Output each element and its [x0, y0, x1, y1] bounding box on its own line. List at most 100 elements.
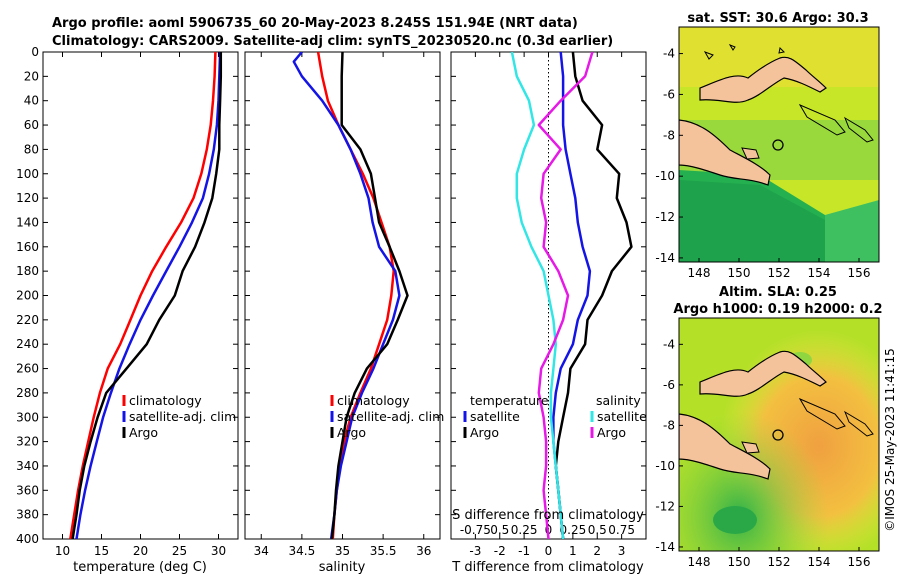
- temperature-legend: climatology satellite-adj. clim Argo: [122, 393, 236, 440]
- s-diff-tick-label: 0.5: [490, 523, 509, 537]
- y-tick-label: 200: [16, 289, 39, 303]
- s-diff-tick-label: -0.75: [460, 523, 491, 537]
- y-tick-label: 40: [24, 94, 39, 108]
- series-temperature-satellite: [552, 52, 592, 539]
- y-tick-label: 60: [24, 118, 39, 132]
- map-y-tick-label: -4: [663, 47, 675, 61]
- argo-position-marker: [772, 139, 784, 151]
- land-sst: [679, 43, 874, 186]
- map-y-tick-label: -6: [663, 87, 675, 101]
- title-line-1: Argo profile: aoml 5906735_60 20-May-202…: [52, 16, 578, 31]
- sla-map-axes: 148 150 152 154 156 -4 -6 -8 -10 -12 -14: [655, 337, 870, 569]
- temperature-plot: 10 15 20 25 30020406080100120140160180200220…: [16, 45, 238, 558]
- y-tick-label: 260: [16, 362, 39, 376]
- sla-map-title-2: Argo h1000: 0.19 h2000: 0.2: [673, 302, 882, 317]
- imos-timestamp: ©IMOS 25-May-2023 11:41:15: [883, 348, 897, 532]
- difference-plot: -3 -2 -1 0 1 2 3-0.75 0.5 0.25 0 0.25 0.5 0.75: [451, 51, 646, 558]
- y-tick-label: 80: [24, 142, 39, 156]
- map-y-tick-label: -4: [663, 337, 675, 351]
- legend-satellite: satellite-adj. clim: [129, 409, 236, 424]
- argo-position-marker: [772, 429, 784, 441]
- land-island: [741, 147, 760, 160]
- s-diff-tick-label: 0.25: [560, 523, 587, 537]
- y-tick-label: 20: [24, 69, 39, 83]
- x-tick-label: 34.5: [289, 544, 316, 558]
- land-bougainville: [798, 397, 846, 430]
- x-tick-label: 35.5: [370, 544, 397, 558]
- legend-climatology: climatology: [337, 393, 410, 408]
- x-tick-label: 34: [254, 544, 269, 558]
- legend-s-satellite: satellite: [597, 409, 647, 424]
- y-tick-label: 180: [16, 264, 39, 278]
- s-diff-tick-label: 0.75: [608, 523, 635, 537]
- x-tick-label: 36: [416, 544, 431, 558]
- map-y-tick-label: -14: [655, 251, 675, 265]
- x-tick-label: 1: [569, 544, 577, 558]
- s-diff-tick-label: 0.5: [588, 523, 607, 537]
- land-png-mainland: [679, 119, 771, 186]
- x-tick-label: -3: [469, 544, 481, 558]
- land-solomon-1: [843, 410, 874, 437]
- map-x-tick-label: 154: [808, 555, 831, 569]
- x-tick-label: -2: [494, 544, 506, 558]
- x-tick-label: 15: [94, 544, 109, 558]
- salinity-legend: climatology satellite-adj. clim Argo: [330, 393, 444, 440]
- salinity-xlabel: salinity: [319, 560, 366, 575]
- series-salinity-argo: [537, 52, 594, 539]
- land-island: [741, 441, 760, 454]
- difference-legend: temperature satellite Argo salinity sate…: [463, 393, 647, 440]
- y-tick-label: 240: [16, 337, 39, 351]
- sst-map-axes: 148 150 152 154 156 -4 -6 -8 -10 -12 -14: [655, 47, 870, 280]
- series-salinity-satellite: [510, 52, 565, 539]
- title-line-2: Climatology: CARS2009. Satellite-adj cli…: [52, 34, 613, 49]
- sst-cool-region-east: [825, 200, 879, 262]
- y-tick-label: 380: [16, 508, 39, 522]
- salinity-plot: 34 34.5 35 35.5 36: [245, 51, 440, 558]
- y-tick-label: 0: [31, 45, 39, 59]
- land-solomon-1: [843, 116, 874, 143]
- y-tick-label: 280: [16, 386, 39, 400]
- map-y-tick-label: -6: [663, 378, 675, 392]
- map-y-tick-label: -12: [655, 499, 675, 513]
- series-argo: [71, 52, 223, 539]
- s-diff-tick-label: 0.25: [511, 523, 538, 537]
- series-group: [510, 52, 633, 539]
- x-tick-label: 3: [618, 544, 626, 558]
- map-x-tick-label: 154: [808, 266, 831, 280]
- map-x-tick-label: 150: [728, 266, 751, 280]
- legend-s-argo: Argo: [597, 425, 626, 440]
- y-tick-label: 320: [16, 435, 39, 449]
- map-x-tick-label: 148: [688, 555, 711, 569]
- series-temperature-argo: [554, 52, 633, 539]
- map-y-tick-label: -10: [655, 459, 675, 473]
- x-tick-label: 10: [55, 544, 70, 558]
- sst-map: [679, 27, 879, 262]
- x-tick-label: 35: [335, 544, 350, 558]
- y-tick-label: 220: [16, 313, 39, 327]
- x-tick-label: 0: [545, 544, 553, 558]
- map-x-tick-label: 152: [768, 266, 791, 280]
- sst-cool-shade: [679, 180, 825, 262]
- series-group: [292, 52, 409, 539]
- land-png-mainland: [679, 413, 771, 480]
- series-argo: [330, 52, 409, 539]
- y-tick-label: 400: [16, 532, 39, 546]
- map-x-tick-label: 150: [728, 555, 751, 569]
- sla-map: [679, 318, 879, 551]
- x-tick-label: 2: [593, 544, 601, 558]
- land-sla: [679, 350, 874, 480]
- legend-argo: Argo: [129, 425, 158, 440]
- x-tick-label: 30: [211, 544, 226, 558]
- map-x-tick-label: 152: [768, 555, 791, 569]
- y-tick-label: 100: [16, 167, 39, 181]
- map-y-tick-label: -8: [663, 418, 675, 432]
- y-tick-label: 340: [16, 459, 39, 473]
- series-group: [69, 52, 223, 539]
- series-satellite-adj-clim: [75, 52, 222, 539]
- map-y-tick-label: -8: [663, 128, 675, 142]
- legend-salinity-title: salinity: [596, 393, 641, 408]
- map-x-tick-label: 148: [688, 266, 711, 280]
- legend-t-argo: Argo: [470, 425, 499, 440]
- land-islets: [703, 43, 786, 60]
